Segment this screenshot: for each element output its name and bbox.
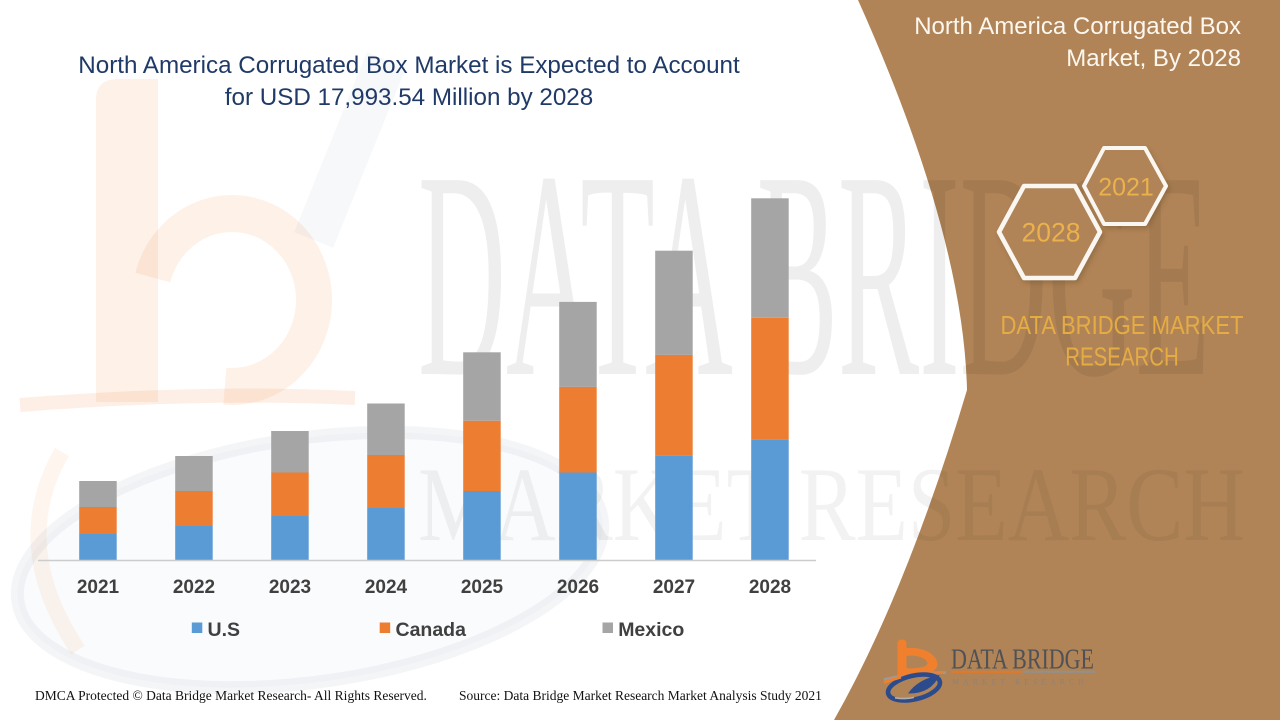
svg-text:North America Corrugated Box: North America Corrugated Box <box>914 13 1241 40</box>
svg-text:MARKET RESEARCH: MARKET RESEARCH <box>952 678 1088 687</box>
svg-text:2028: 2028 <box>749 577 791 598</box>
svg-text:2022: 2022 <box>173 577 215 598</box>
svg-text:DATA BRIDGE MARKET: DATA BRIDGE MARKET <box>1001 312 1244 340</box>
svg-text:Source: Data Bridge Market Res: Source: Data Bridge Market Research Mark… <box>459 688 822 703</box>
svg-text:MARKET RESEARCH: MARKET RESEARCH <box>418 446 1245 563</box>
svg-text:Canada: Canada <box>396 619 467 641</box>
svg-text:2024: 2024 <box>365 577 408 598</box>
svg-text:2021: 2021 <box>1098 174 1154 202</box>
svg-text:2026: 2026 <box>557 577 599 598</box>
svg-text:2021: 2021 <box>77 577 120 598</box>
svg-text:North America Corrugated Box M: North America Corrugated Box Market is E… <box>78 52 740 79</box>
svg-text:2025: 2025 <box>461 577 504 598</box>
svg-text:2028: 2028 <box>1022 218 1081 248</box>
svg-text:2023: 2023 <box>269 577 311 598</box>
svg-text:2027: 2027 <box>653 577 695 598</box>
svg-text:DATA BRIDGE: DATA BRIDGE <box>418 111 1210 439</box>
svg-text:DMCA Protected © Data Bridge M: DMCA Protected © Data Bridge Market Rese… <box>35 688 427 703</box>
svg-text:DATA BRIDGE: DATA BRIDGE <box>951 645 1094 676</box>
svg-text:U.S: U.S <box>208 619 241 641</box>
svg-text:RESEARCH: RESEARCH <box>1065 344 1179 372</box>
svg-text:Market, By 2028: Market, By 2028 <box>1066 45 1241 72</box>
svg-text:for USD 17,993.54 Million by 2: for USD 17,993.54 Million by 2028 <box>225 84 593 111</box>
svg-text:Mexico: Mexico <box>618 619 684 641</box>
